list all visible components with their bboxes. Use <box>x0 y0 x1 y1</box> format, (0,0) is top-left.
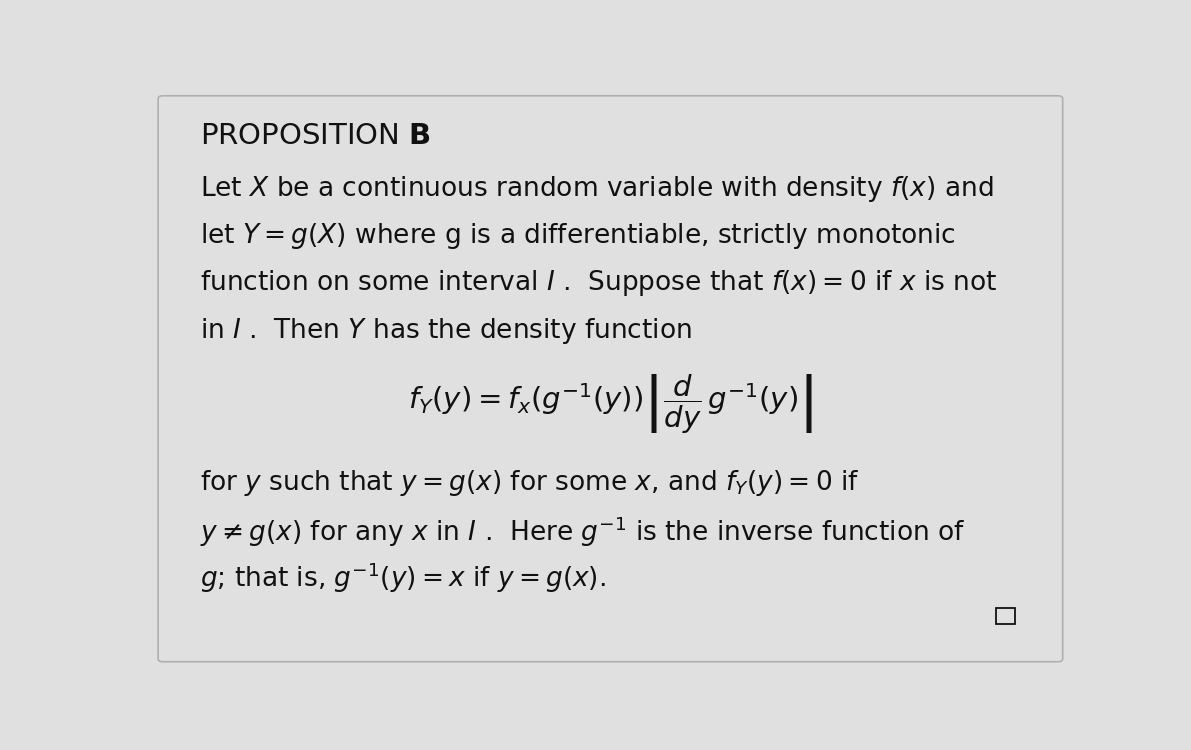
Bar <box>996 608 1015 624</box>
Text: Let $X$ be a continuous random variable with density $f(x)$ and: Let $X$ be a continuous random variable … <box>200 174 993 204</box>
Text: $f_Y(y) = f_x(g^{-1}(y))\left|\dfrac{d}{dy}\,g^{-1}(y)\right|$: $f_Y(y) = f_x(g^{-1}(y))\left|\dfrac{d}{… <box>409 374 812 436</box>
Text: let $Y = g(X)$ where g is a differentiable, strictly monotonic: let $Y = g(X)$ where g is a differentiab… <box>200 221 955 251</box>
Text: $y \neq g(x)$ for any $x$ in $I$ .  Here $g^{-1}$ is the inverse function of: $y \neq g(x)$ for any $x$ in $I$ . Here … <box>200 514 965 549</box>
Text: in $I$ .  Then $Y$ has the density function: in $I$ . Then $Y$ has the density functi… <box>200 316 691 346</box>
Text: for $y$ such that $y = g(x)$ for some $x$, and $f_Y(y) = 0$ if: for $y$ such that $y = g(x)$ for some $x… <box>200 468 859 498</box>
Text: PROPOSITION $\mathbf{B}$: PROPOSITION $\mathbf{B}$ <box>200 122 430 150</box>
Text: function on some interval $I$ .  Suppose that $f(x) = 0$ if $x$ is not: function on some interval $I$ . Suppose … <box>200 268 997 298</box>
FancyBboxPatch shape <box>158 96 1062 662</box>
Text: $g$; that is, $g^{-1}(y) = x$ if $y = g(x)$.: $g$; that is, $g^{-1}(y) = x$ if $y = g(… <box>200 561 605 596</box>
